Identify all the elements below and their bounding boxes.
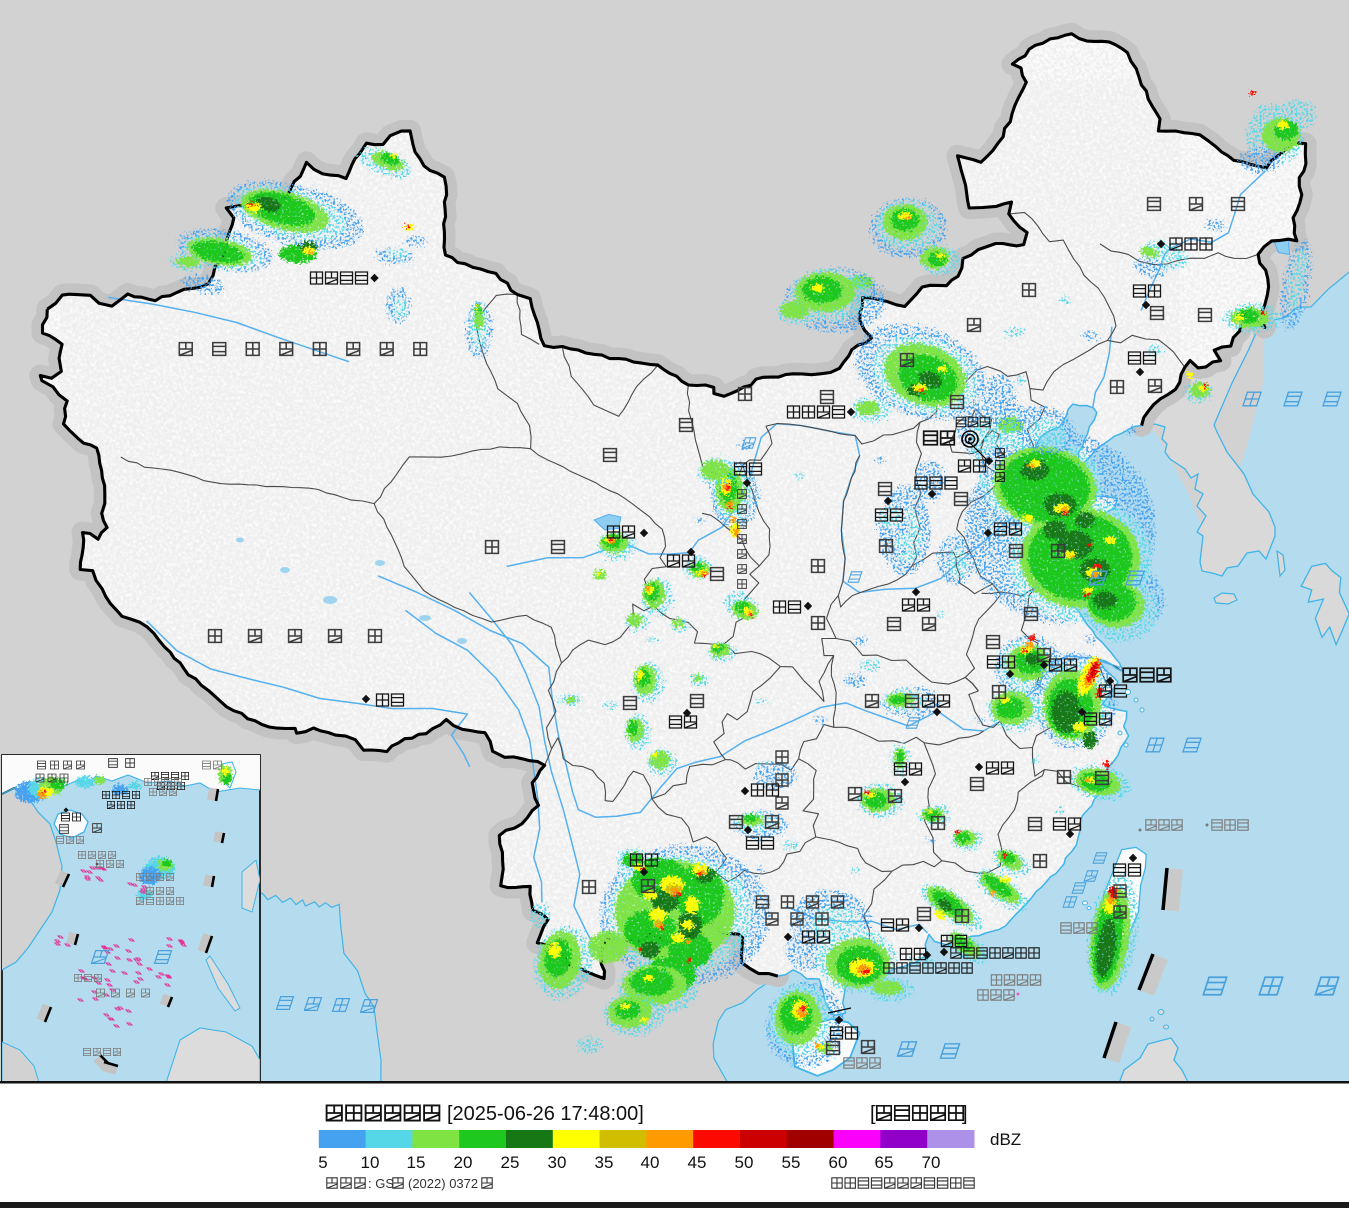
- svg-text:: GS: : GS: [368, 1176, 394, 1191]
- svg-text:60: 60: [829, 1153, 848, 1172]
- svg-text:10: 10: [361, 1153, 380, 1172]
- svg-text:50: 50: [735, 1153, 754, 1172]
- svg-text:[: [: [870, 1103, 876, 1125]
- svg-text:5: 5: [318, 1153, 327, 1172]
- svg-text:(2022) 0372: (2022) 0372: [408, 1176, 478, 1191]
- svg-text:35: 35: [595, 1153, 614, 1172]
- svg-text:]: ]: [962, 1103, 968, 1125]
- svg-text:[2025-06-26 17:48:00]: [2025-06-26 17:48:00]: [447, 1103, 644, 1125]
- svg-text:55: 55: [782, 1153, 801, 1172]
- svg-text:15: 15: [407, 1153, 426, 1172]
- svg-text:dBZ: dBZ: [990, 1130, 1021, 1149]
- svg-text:65: 65: [875, 1153, 894, 1172]
- svg-text:70: 70: [922, 1153, 941, 1172]
- svg-text:25: 25: [501, 1153, 520, 1172]
- svg-text:45: 45: [688, 1153, 707, 1172]
- svg-text:40: 40: [641, 1153, 660, 1172]
- svg-text:30: 30: [548, 1153, 567, 1172]
- svg-text:20: 20: [454, 1153, 473, 1172]
